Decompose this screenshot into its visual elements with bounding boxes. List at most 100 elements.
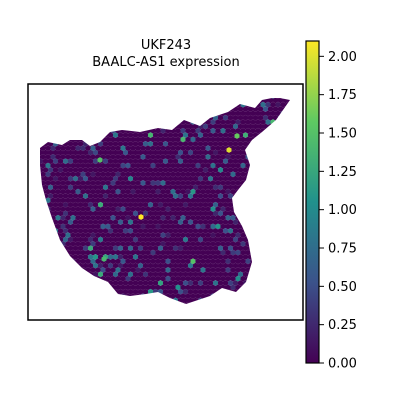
tissue-spot [192, 227, 199, 234]
tissue-spot [155, 98, 161, 99]
tissue-spot [140, 98, 146, 99]
tissue-spot [40, 145, 46, 152]
tissue-spot [77, 297, 84, 304]
tissue-spot [282, 262, 289, 269]
tissue-spot [252, 140, 259, 147]
tissue-spot [120, 171, 126, 178]
tissue-spot [60, 162, 66, 169]
tissue-spot [130, 206, 136, 212]
tissue-spot [280, 162, 286, 169]
tissue-spot [205, 119, 211, 125]
tissue-spot [132, 158, 139, 165]
tissue-spot [275, 119, 281, 125]
tissue-spot [215, 119, 221, 125]
tissue-spot [105, 284, 111, 291]
tissue-spot [232, 184, 239, 191]
tissue-spot [67, 219, 74, 226]
tissue-spot [157, 193, 164, 199]
tissue-spot [195, 127, 201, 134]
tissue-spot [40, 145, 41, 152]
tissue-spot [212, 297, 219, 304]
tissue-spot [222, 193, 229, 199]
tissue-spot [120, 249, 126, 256]
tissue-spot [170, 101, 176, 108]
tissue-spot [135, 241, 141, 247]
tissue-spot [195, 214, 201, 221]
tissue-spot [45, 275, 51, 282]
tissue-spot [237, 271, 244, 278]
tissue-spot [202, 193, 209, 199]
tissue-spot [237, 98, 244, 104]
tissue-spot [185, 171, 191, 178]
tissue-spot [287, 288, 290, 295]
tissue-spot [120, 98, 126, 99]
tissue-spot [247, 132, 254, 139]
tissue-spot [85, 180, 91, 186]
tissue-spot [135, 206, 141, 212]
tissue-spot [92, 106, 99, 112]
tissue-spot [170, 232, 176, 239]
tissue-spot [275, 293, 281, 299]
tissue-spot [80, 214, 86, 221]
tissue-spot [47, 288, 54, 295]
tissue-spot [120, 136, 126, 143]
tissue-spot [130, 223, 136, 230]
tissue-spot [160, 98, 166, 99]
tissue-spot [187, 175, 194, 182]
tissue-spot [235, 110, 241, 117]
tissue-spot [72, 236, 79, 243]
tissue-spot [222, 132, 229, 139]
tissue-spot [202, 297, 209, 304]
tissue-spot [75, 110, 81, 117]
tissue-spot [77, 184, 84, 191]
tissue-spot [220, 223, 226, 230]
tissue-spot [82, 210, 89, 217]
tissue-spot [125, 214, 131, 221]
tissue-spot [262, 140, 269, 147]
tissue-spot [115, 119, 121, 125]
tissue-spot [87, 254, 94, 260]
tissue-spot [70, 162, 76, 169]
tissue-spot [155, 249, 161, 256]
tissue-spot [55, 162, 61, 169]
tissue-spot [42, 123, 49, 130]
tissue-spot [197, 114, 204, 121]
tissue-spot [285, 232, 290, 239]
tissue-spot [135, 197, 141, 204]
tissue-spot [285, 206, 290, 212]
tissue-spot [140, 110, 146, 117]
tissue-spot [190, 110, 196, 117]
tissue-spot [120, 267, 126, 273]
tissue-spot [190, 101, 196, 108]
tissue-spot [40, 223, 46, 230]
tissue-spot [85, 258, 91, 265]
tissue-spot [175, 101, 181, 108]
tissue-spot [290, 293, 295, 299]
tissue-spot [55, 223, 61, 230]
tissue-spot [205, 98, 211, 99]
tissue-spot [145, 267, 151, 273]
tissue-spot [272, 167, 279, 173]
tissue-spot [180, 223, 186, 230]
tissue-spot [265, 127, 271, 134]
tissue-spot [132, 184, 139, 191]
tissue-spot [67, 227, 74, 234]
tissue-spot [110, 293, 116, 299]
tissue-spot [117, 280, 124, 286]
tissue-spot [202, 219, 209, 226]
tissue-spot [230, 258, 236, 265]
tissue-spot [162, 219, 169, 226]
tissue-spot [275, 197, 281, 204]
tissue-spot [102, 175, 109, 182]
tissue-spot [240, 293, 246, 299]
tissue-spot [130, 214, 136, 221]
tissue-spot [132, 167, 139, 173]
tissue-spot [207, 193, 214, 199]
tissue-spot [290, 241, 295, 247]
tissue-spot [132, 297, 139, 304]
tissue-spot [272, 158, 279, 165]
tissue-spot [202, 262, 209, 269]
tissue-spot [257, 184, 264, 191]
tissue-spot [247, 219, 254, 226]
tissue-spot [87, 167, 94, 173]
